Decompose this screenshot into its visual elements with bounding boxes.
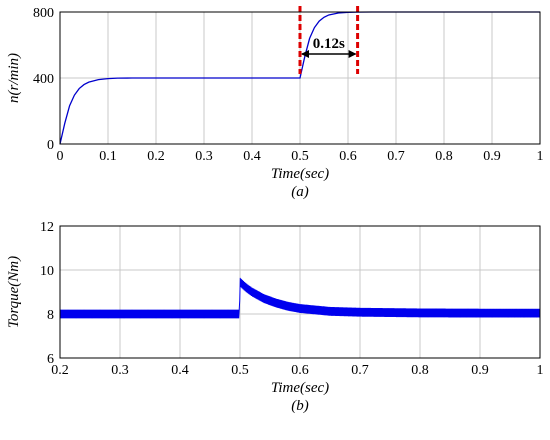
x-tick-label: 1	[537, 149, 544, 164]
x-tick-label: 0.2	[51, 363, 69, 378]
speed-chart: 0.12s 0 0.1 0.2 0.3 0.4 0.5 0.6 0.7 0.8 0.9 1 0 400…	[6, 6, 544, 200]
y-tick-label: 10	[40, 264, 54, 279]
speed-chart-caption: (a)	[291, 184, 309, 200]
torque-chart-x-label: Time(sec)	[271, 380, 329, 396]
torque-chart-grid	[59, 225, 541, 359]
y-tick-label: 0	[47, 138, 54, 153]
y-tick-label: 800	[33, 6, 54, 21]
torque-chart-x-ticks: 0.2 0.3 0.4 0.5 0.6 0.7 0.8 0.9 1	[51, 363, 543, 378]
x-tick-label: 0.7	[387, 149, 405, 164]
torque-chart-caption: (b)	[291, 398, 309, 414]
series-line	[59, 277, 541, 319]
x-tick-label: 0.3	[111, 363, 129, 378]
x-tick-label: 0.3	[195, 149, 213, 164]
x-tick-label: 0.7	[351, 363, 369, 378]
torque-chart-series	[59, 277, 541, 319]
speed-chart-y-label: n(r/min)	[6, 53, 22, 103]
x-tick-label: 0.9	[471, 363, 489, 378]
x-tick-label: 0	[57, 149, 64, 164]
x-tick-label: 0.5	[231, 363, 249, 378]
x-tick-label: 0.1	[99, 149, 117, 164]
torque-chart: 0.2 0.3 0.4 0.5 0.6 0.7 0.8 0.9 1 6 8 10 12 Time(se…	[6, 220, 544, 414]
x-tick-label: 0.9	[483, 149, 501, 164]
y-tick-label: 8	[47, 308, 54, 323]
x-tick-label: 0.4	[171, 363, 189, 378]
y-tick-label: 12	[40, 220, 54, 235]
x-tick-label: 0.8	[435, 149, 453, 164]
speed-chart-x-label: Time(sec)	[271, 166, 329, 182]
y-tick-label: 400	[33, 72, 54, 87]
x-tick-label: 0.2	[147, 149, 165, 164]
y-tick-label: 6	[47, 352, 54, 367]
x-tick-label: 0.8	[411, 363, 429, 378]
x-tick-label: 0.6	[291, 363, 309, 378]
x-tick-label: 1	[537, 363, 544, 378]
torque-chart-y-label: Torque(Nm)	[6, 256, 22, 328]
speed-chart-frame	[59, 11, 541, 145]
speed-chart-annotation: 0.12s	[298, 6, 360, 74]
x-tick-label: 0.6	[339, 149, 357, 164]
speed-chart-y-ticks: 0 400 800	[33, 6, 54, 153]
x-tick-label: 0.5	[291, 149, 309, 164]
speed-chart-x-ticks: 0 0.1 0.2 0.3 0.4 0.5 0.6 0.7 0.8 0.9 1	[57, 149, 544, 164]
torque-chart-y-ticks: 6 8 10 12	[40, 220, 54, 367]
torque-chart-frame	[59, 225, 541, 359]
x-tick-label: 0.4	[243, 149, 261, 164]
annotation-label: 0.12s	[313, 36, 345, 52]
